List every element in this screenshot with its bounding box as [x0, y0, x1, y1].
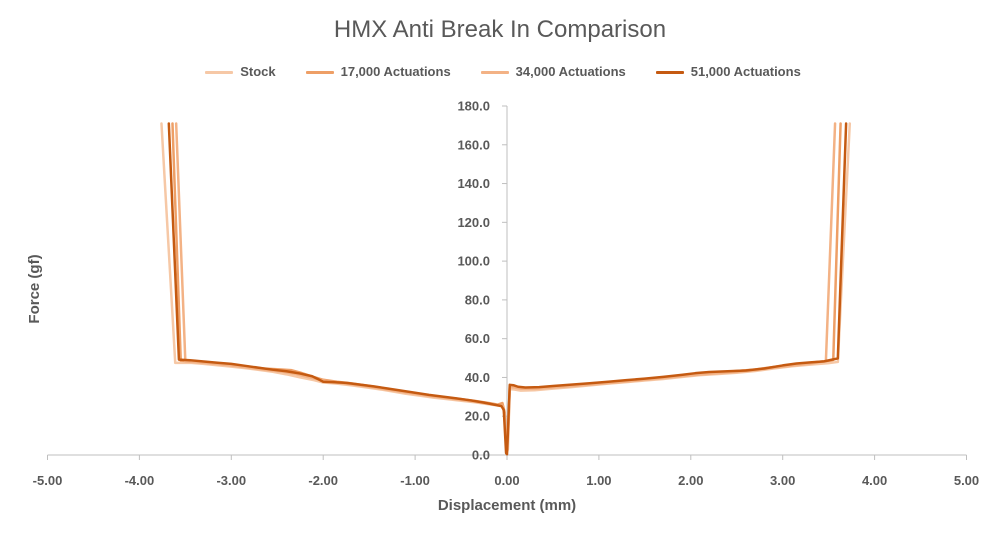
- x-tick-label: 2.00: [678, 473, 703, 488]
- legend-item-51000-actuations: 51,000 Actuations: [655, 63, 801, 81]
- y-tick-label: 40.0: [465, 370, 490, 385]
- x-tick-label: 5.00: [954, 473, 979, 488]
- y-tick-label: 140.0: [457, 176, 490, 191]
- legend-item-17000-actuations: 17,000 Actuations: [305, 63, 451, 81]
- x-tick-label: -5.00: [33, 473, 63, 488]
- x-tick-label: -3.00: [216, 473, 246, 488]
- y-tick-label: 80.0: [465, 292, 490, 307]
- legend-item-stock: Stock: [205, 63, 276, 81]
- tick-labels: -5.00 -4.00 -3.00 -2.00 -1.00 0.00 1.00 2.00 3.0…: [33, 99, 979, 489]
- y-tick-label: 160.0: [457, 137, 490, 152]
- x-tick-label: 4.00: [862, 473, 887, 488]
- y-tick-label: 0.0: [472, 448, 490, 463]
- y-tick-label: 20.0: [465, 409, 490, 424]
- legend-label-34000-actuations: 34,000 Actuations: [515, 64, 626, 79]
- legend-swatch-34000-actuations: [480, 70, 509, 74]
- x-tick-label: 0.00: [494, 473, 519, 488]
- y-tick-label: 60.0: [465, 331, 490, 346]
- legend-label-17000-actuations: 17,000 Actuations: [340, 64, 451, 79]
- legend-swatch-stock: [205, 70, 234, 74]
- series-line-34000actuations: [174, 122, 837, 455]
- legend-label-51000-actuations: 51,000 Actuations: [690, 64, 801, 79]
- x-axis-title: Displacement (mm): [437, 497, 577, 514]
- chart-title: HMX Anti Break In Comparison: [333, 16, 667, 43]
- legend-item-34000-actuations: 34,000 Actuations: [480, 63, 626, 81]
- legend-label-stock: Stock: [240, 64, 276, 79]
- series-layer: [160, 122, 852, 456]
- x-tick-label: 1.00: [586, 473, 611, 488]
- series-line-stock: [160, 122, 852, 455]
- y-tick-label: 120.0: [457, 215, 490, 230]
- legend-swatch-17000-actuations: [305, 70, 334, 74]
- y-axis-title: Force (gf): [26, 254, 43, 324]
- y-tick-label: 180.0: [457, 99, 490, 114]
- x-tick-label: -1.00: [400, 473, 430, 488]
- x-tick-label: 3.00: [770, 473, 795, 488]
- x-tick-label: -4.00: [125, 473, 155, 488]
- legend: Stock 17,000 Actuations 34,000 Actuation…: [0, 63, 1000, 81]
- series-line-51000actuations: [167, 122, 848, 456]
- legend-swatch-51000-actuations: [655, 70, 684, 74]
- x-tick-label: -2.00: [308, 473, 338, 488]
- y-tick-label: 100.0: [457, 254, 490, 269]
